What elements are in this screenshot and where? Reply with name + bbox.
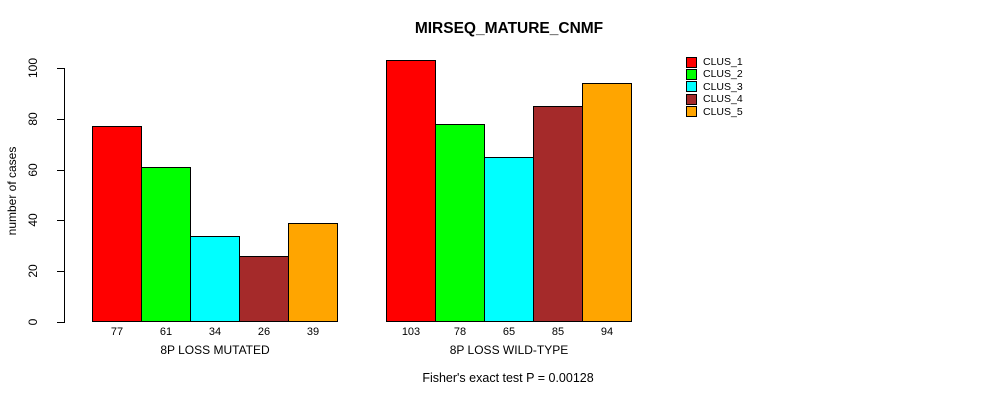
- y-tick-label-0: 0: [26, 318, 40, 326]
- y-tick-mark-60: [57, 169, 64, 171]
- bar-value-label: 94: [600, 326, 614, 338]
- y-tick-label-20: 20: [26, 264, 40, 278]
- legend-item-clus_5: CLUS_5: [686, 106, 743, 118]
- bar-value-label: 85: [551, 326, 565, 338]
- y-tick-label-40: 40: [26, 213, 40, 228]
- legend-label: CLUS_4: [703, 93, 743, 106]
- legend-label: CLUS_2: [703, 68, 743, 81]
- y-tick-label-60: 60: [26, 162, 40, 177]
- stat-caption: Fisher's exact test P = 0.00128: [422, 371, 594, 385]
- bar-value-label: 34: [208, 326, 222, 338]
- legend-label: CLUS_3: [703, 80, 743, 93]
- bar-value-label: 78: [453, 326, 467, 338]
- legend-swatch-icon: [686, 56, 697, 68]
- bar-value-label: 39: [306, 326, 320, 338]
- group-label-1: 8P LOSS MUTATED: [160, 343, 270, 357]
- legend-swatch-icon: [686, 106, 697, 118]
- y-tick-mark-0: [57, 322, 64, 323]
- bar-clus_3-group1: [190, 235, 240, 322]
- y-axis: [64, 68, 65, 323]
- legend-item-clus_3: CLUS_3: [686, 81, 743, 93]
- y-tick-mark-80: [57, 118, 64, 120]
- bar-value-label: 61: [159, 326, 173, 338]
- bar-clus_1-group1: [92, 126, 142, 322]
- y-tick-label-80: 80: [26, 112, 40, 126]
- bar-clus_4-group1: [239, 255, 289, 322]
- bar-clus_4-group2: [533, 106, 583, 322]
- bar-clus_3-group2: [484, 156, 534, 322]
- bar-value-label: 65: [502, 326, 516, 338]
- y-tick-mark-100: [57, 68, 64, 69]
- bar-value-label: 77: [110, 326, 124, 338]
- group-label-2: 8P LOSS WILD-TYPE: [449, 343, 569, 357]
- legend-swatch-icon: [686, 93, 697, 105]
- bar-clus_5-group2: [582, 83, 632, 322]
- bar-value-label: 103: [401, 326, 421, 338]
- y-tick-label-100: 100: [26, 57, 40, 79]
- bar-value-label: 26: [257, 326, 271, 338]
- legend-item-clus_4: CLUS_4: [686, 93, 743, 105]
- bar-clus_5-group1: [288, 222, 338, 322]
- y-tick-mark-20: [57, 271, 64, 273]
- bar-clus_2-group2: [435, 123, 485, 322]
- y-tick-mark-40: [57, 220, 64, 222]
- legend-label: CLUS_5: [703, 105, 743, 118]
- chart-title: MIRSEQ_MATURE_CNMF: [414, 20, 604, 37]
- legend-label: CLUS_1: [703, 56, 743, 68]
- legend-item-clus_2: CLUS_2: [686, 68, 743, 80]
- legend-swatch-icon: [686, 68, 697, 80]
- legend-swatch-icon: [686, 81, 697, 93]
- bar-clus_2-group1: [141, 167, 191, 322]
- y-axis-label: number of cases: [5, 146, 19, 236]
- legend-item-clus_1: CLUS_1: [686, 56, 743, 68]
- bar-clus_1-group2: [386, 60, 436, 322]
